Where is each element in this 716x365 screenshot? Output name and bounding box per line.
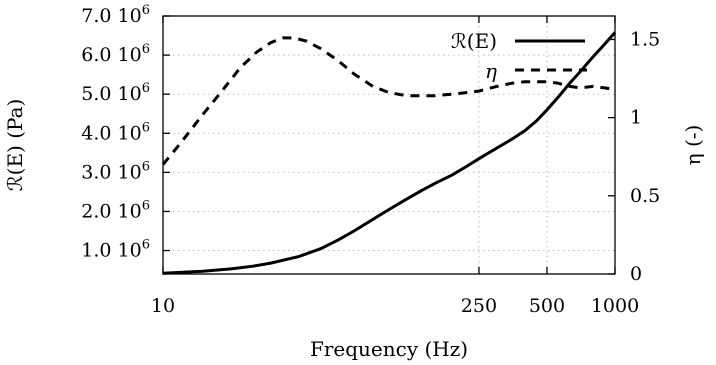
series-layer [161,31,617,275]
y-left-tick-label: 2.0 106 [81,198,150,222]
legend: ℛ(E) η [451,29,587,83]
y-right-tick-label: 1 [630,107,642,129]
y-axis-title-right: η (-) [681,125,705,166]
y-left-tick-label: 1.0 106 [81,238,150,262]
x-tick-label: 1000 [591,295,639,317]
series-line-2 [161,36,616,166]
x-axis-title: Frequency (Hz) [310,337,468,361]
y-right-tick-label: 1.5 [630,28,660,50]
y-left-tick-label: 3.0 106 [81,159,150,183]
x-tick-label: 250 [461,295,497,317]
plot-frame [162,15,616,275]
grid [163,16,615,274]
y-left-tick-label: 7.0 106 [81,3,150,27]
x-tick-label: 500 [529,295,565,317]
series-line-1 [162,31,617,275]
y-right-tick-label: 0.5 [630,185,660,207]
x-tick-label: 10 [151,295,175,317]
legend-label-series-2: η [485,59,497,83]
legend-label-series-1: ℛ(E) [451,29,497,53]
y-right-tick-label: 0 [630,263,642,285]
y-left-tick-label: 5.0 106 [81,81,150,105]
y-left-tick-label: 6.0 106 [81,42,150,66]
y-axis-title-left: ℛ(E) (Pa) [3,99,27,192]
y-left-tick-label: 4.0 106 [81,120,150,144]
